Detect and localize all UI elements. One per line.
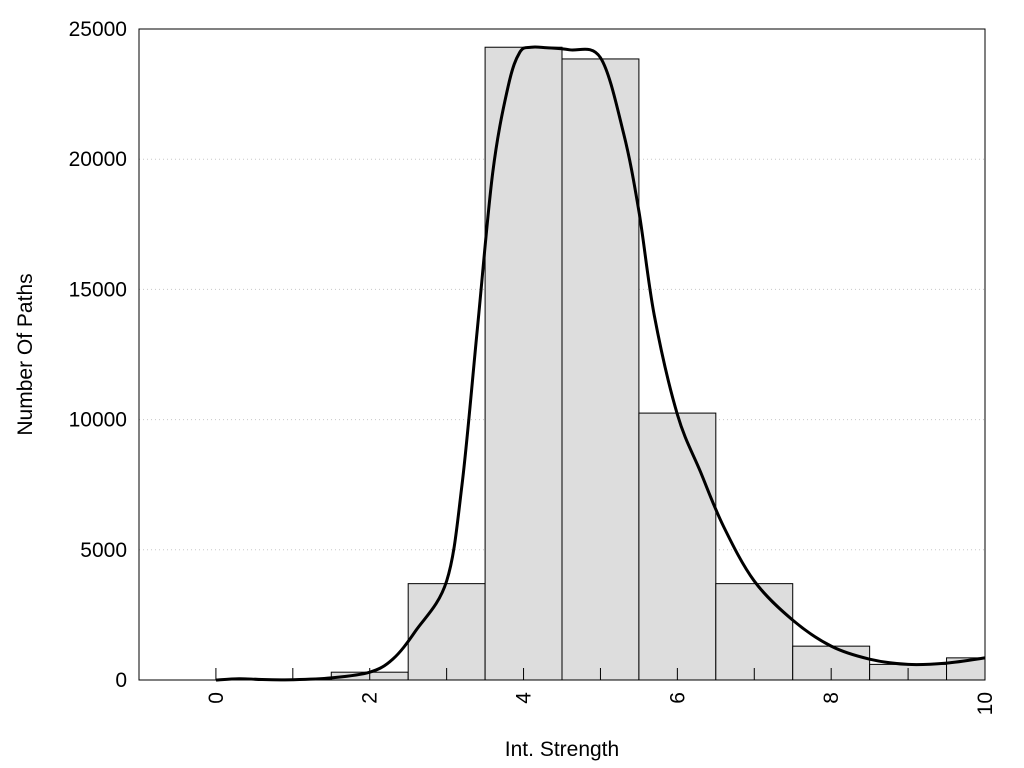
- x-tick-label: 10: [974, 692, 997, 715]
- y-tick-label: 20000: [69, 148, 127, 171]
- y-tick-label: 0: [115, 669, 127, 692]
- x-axis-label: Int. Strength: [505, 738, 619, 761]
- plot-frame: [138, 28, 986, 681]
- bar: [715, 583, 794, 681]
- x-tick-label: 4: [513, 692, 536, 704]
- bar: [407, 583, 486, 681]
- bar: [638, 412, 717, 681]
- grid-lines: [139, 158, 985, 551]
- x-tick-label: 8: [820, 692, 843, 704]
- y-tick-label: 10000: [69, 409, 127, 432]
- x-axis-ticks: 0 2 4 6 8 10: [205, 692, 997, 716]
- density-curve: [215, 45, 986, 682]
- bar: [484, 46, 563, 681]
- bars: [330, 46, 986, 681]
- y-tick-label: 15000: [69, 278, 127, 301]
- y-tick-label: 5000: [80, 539, 127, 562]
- y-axis-ticks: 0 5000 10000 15000 20000 25000: [69, 18, 127, 692]
- x-tick-label: 2: [359, 692, 382, 704]
- y-tick-label: 25000: [69, 18, 127, 41]
- y-axis-label: Number Of Paths: [14, 273, 37, 435]
- x-tick-label: 6: [666, 692, 689, 704]
- x-tick-label: 0: [205, 692, 228, 704]
